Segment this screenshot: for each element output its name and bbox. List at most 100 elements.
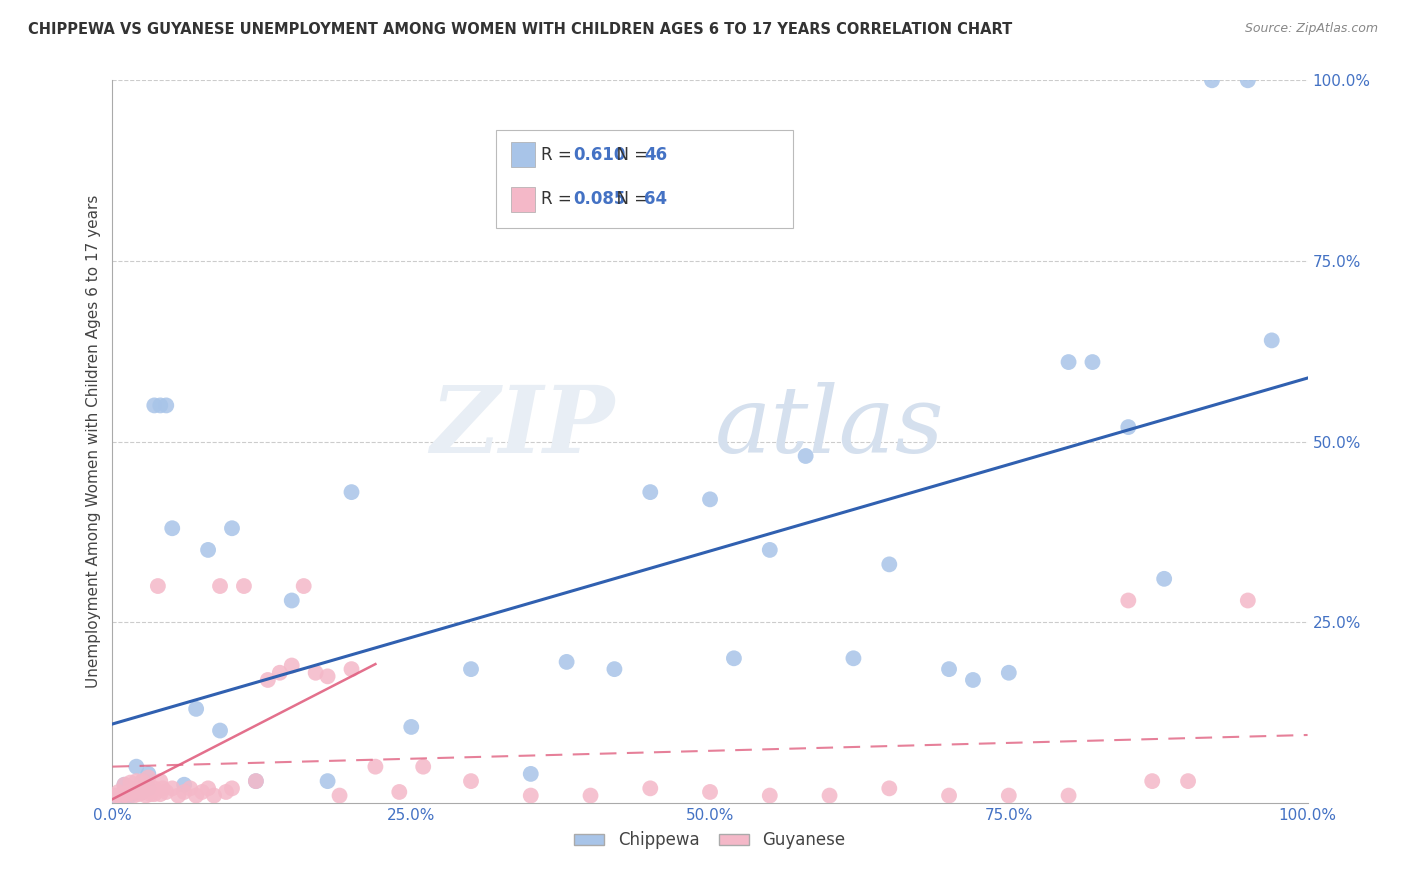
Point <box>173 785 195 799</box>
Point <box>221 521 243 535</box>
Point <box>120 781 142 796</box>
Point <box>209 579 232 593</box>
Point <box>197 542 219 557</box>
Point <box>143 787 166 801</box>
Text: 64: 64 <box>644 190 668 208</box>
Point <box>149 398 172 412</box>
Point <box>149 774 172 789</box>
Point <box>173 778 195 792</box>
Point <box>114 789 135 803</box>
Point <box>191 785 214 799</box>
Point <box>1201 73 1223 87</box>
Point <box>138 767 160 781</box>
Point <box>388 785 411 799</box>
Point <box>125 782 148 797</box>
Point <box>699 785 721 799</box>
Point <box>292 579 315 593</box>
Point <box>1261 334 1284 348</box>
Point <box>364 760 387 774</box>
Point <box>938 789 960 803</box>
Point <box>329 789 352 803</box>
Point <box>520 789 543 803</box>
Point <box>131 785 153 799</box>
Point <box>120 785 142 799</box>
Point <box>245 774 267 789</box>
Point <box>759 542 782 557</box>
Point <box>110 790 132 805</box>
Point <box>197 781 219 796</box>
Point <box>107 785 129 799</box>
Point <box>879 558 901 572</box>
Point <box>162 781 183 796</box>
Point <box>759 789 782 803</box>
Text: R =: R = <box>541 190 576 208</box>
Point <box>221 781 243 796</box>
Text: 0.610: 0.610 <box>574 145 626 163</box>
Point <box>114 787 135 801</box>
Text: 0.085: 0.085 <box>574 190 626 208</box>
Text: atlas: atlas <box>714 382 945 472</box>
Point <box>281 658 304 673</box>
Point <box>962 673 984 687</box>
Point <box>215 785 238 799</box>
Point <box>842 651 865 665</box>
Point <box>162 521 183 535</box>
Point <box>305 665 328 680</box>
Point <box>879 781 901 796</box>
Point <box>139 787 162 801</box>
Point <box>460 774 482 789</box>
Point <box>723 651 745 665</box>
Point <box>1118 420 1140 434</box>
Text: 46: 46 <box>644 145 668 163</box>
Point <box>1118 593 1140 607</box>
Point <box>520 767 543 781</box>
Point <box>316 669 339 683</box>
Point <box>114 778 135 792</box>
Point <box>167 789 190 803</box>
Text: Source: ZipAtlas.com: Source: ZipAtlas.com <box>1244 22 1378 36</box>
Point <box>555 655 578 669</box>
Point <box>209 723 232 738</box>
Point <box>699 492 721 507</box>
Point <box>138 782 160 797</box>
Point <box>115 789 138 803</box>
Point <box>143 781 166 796</box>
Point <box>1081 355 1104 369</box>
Point <box>640 485 662 500</box>
Point <box>107 792 129 806</box>
Point <box>122 789 145 803</box>
Point <box>412 760 434 774</box>
Point <box>146 579 169 593</box>
Point <box>131 774 153 789</box>
Point <box>1057 355 1080 369</box>
Point <box>128 787 150 801</box>
Point <box>269 665 291 680</box>
Point <box>233 579 256 593</box>
Point <box>105 789 128 803</box>
Point <box>257 673 280 687</box>
Legend: Chippewa, Guyanese: Chippewa, Guyanese <box>568 824 852 856</box>
Point <box>579 789 602 803</box>
Point <box>1237 73 1260 87</box>
Point <box>125 785 148 799</box>
Point <box>152 781 174 796</box>
Point <box>460 662 482 676</box>
Point <box>155 785 177 799</box>
Point <box>186 702 208 716</box>
Text: ZIP: ZIP <box>430 382 614 472</box>
Point <box>131 774 153 789</box>
Point <box>640 781 662 796</box>
Point <box>143 398 166 412</box>
Point <box>603 662 626 676</box>
Point <box>340 662 363 676</box>
Point <box>114 778 135 792</box>
Text: R =: R = <box>541 145 576 163</box>
Point <box>1237 593 1260 607</box>
Point <box>998 789 1021 803</box>
Point <box>202 789 225 803</box>
Y-axis label: Unemployment Among Women with Children Ages 6 to 17 years: Unemployment Among Women with Children A… <box>86 194 101 689</box>
Text: CHIPPEWA VS GUYANESE UNEMPLOYMENT AMONG WOMEN WITH CHILDREN AGES 6 TO 17 YEARS C: CHIPPEWA VS GUYANESE UNEMPLOYMENT AMONG … <box>28 22 1012 37</box>
Point <box>1153 572 1175 586</box>
Point <box>818 789 841 803</box>
Point <box>179 781 201 796</box>
